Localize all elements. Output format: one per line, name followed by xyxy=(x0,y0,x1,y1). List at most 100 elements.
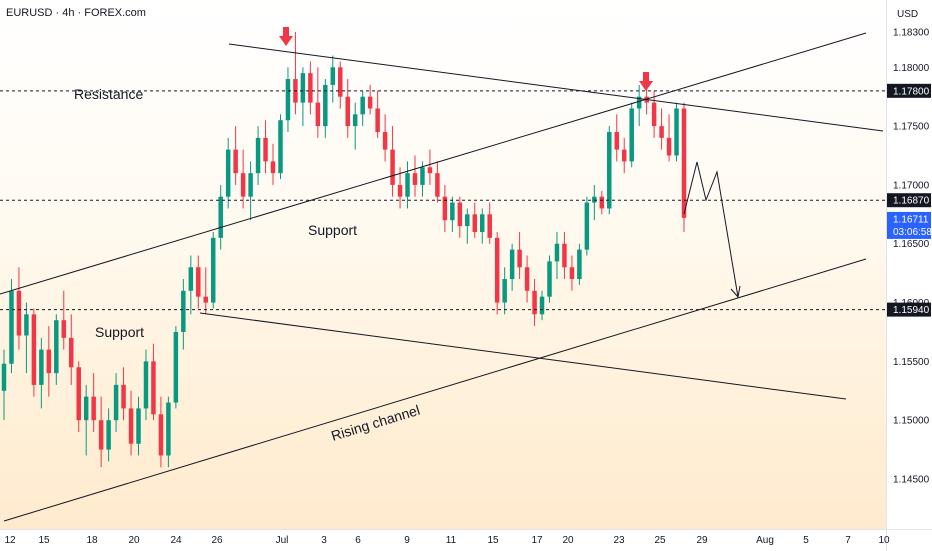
candle-body xyxy=(435,173,440,197)
candle xyxy=(659,108,664,150)
y-tick-label: 1.18000 xyxy=(893,63,930,74)
candle xyxy=(562,231,567,280)
candle xyxy=(532,279,537,327)
candle-body xyxy=(330,67,336,85)
resistance-label: Resistance xyxy=(74,86,143,102)
time-axis[interactable] xyxy=(0,529,886,551)
candle-body xyxy=(494,237,500,303)
x-tick-label: 20 xyxy=(128,535,140,546)
candle xyxy=(614,114,619,162)
candle xyxy=(509,243,515,291)
candle-body xyxy=(621,149,627,162)
candle xyxy=(666,114,672,162)
candle xyxy=(338,61,343,109)
candle-body xyxy=(263,137,268,162)
candle-body xyxy=(547,261,552,297)
candle xyxy=(91,373,96,432)
candle-body xyxy=(584,202,590,250)
candle xyxy=(420,161,425,197)
candle xyxy=(435,161,440,203)
candle-body xyxy=(113,384,119,421)
candle-body xyxy=(225,149,231,197)
candle xyxy=(143,349,149,421)
candle xyxy=(188,255,194,315)
candle-body xyxy=(681,108,687,218)
candle xyxy=(547,255,552,303)
candle-body xyxy=(629,108,634,162)
candle xyxy=(584,196,590,256)
candle xyxy=(592,184,597,221)
candle-body xyxy=(315,102,321,127)
candle-body xyxy=(517,249,522,268)
candle-body xyxy=(487,214,492,238)
candle xyxy=(599,190,605,215)
candle-body xyxy=(480,214,485,232)
candle-body xyxy=(338,67,343,97)
candle-body xyxy=(158,414,164,456)
price-level-label: 1.15940 xyxy=(893,305,930,316)
candle-body xyxy=(360,96,365,115)
rising-channel-upper-line xyxy=(0,32,867,295)
price-level-badge xyxy=(887,193,931,208)
candle xyxy=(412,155,418,197)
y-tick-label: 1.18300 xyxy=(893,28,930,39)
y-tick-label: 1.17500 xyxy=(893,122,930,133)
candle-body xyxy=(405,173,410,197)
candle xyxy=(121,367,126,421)
candle xyxy=(308,61,313,115)
x-tick-label: 29 xyxy=(696,535,708,546)
candle xyxy=(450,196,455,232)
candle xyxy=(607,126,612,215)
candle-body xyxy=(599,196,605,209)
candle-body xyxy=(390,149,395,185)
candle xyxy=(569,255,575,291)
candle xyxy=(54,314,59,385)
candle-body xyxy=(308,73,313,103)
candle-body xyxy=(248,173,253,197)
candle-body xyxy=(352,114,358,127)
candle-body xyxy=(233,149,238,174)
support-label: Support xyxy=(308,222,357,238)
candle-body xyxy=(323,84,328,127)
price-level-badge xyxy=(887,83,931,98)
candle-body xyxy=(210,237,216,303)
candle-body xyxy=(278,120,283,174)
axis-corner xyxy=(886,529,932,551)
candle xyxy=(674,102,679,162)
support-label: Support xyxy=(95,324,144,340)
candle-body xyxy=(31,314,37,385)
x-tick-label: 10 xyxy=(878,535,890,546)
candle xyxy=(427,149,433,185)
candle xyxy=(651,90,657,138)
candle-body xyxy=(54,320,59,374)
currency-label: USD xyxy=(897,9,919,20)
candle xyxy=(263,120,268,174)
candle xyxy=(629,102,634,168)
candle xyxy=(278,114,283,180)
candle xyxy=(181,279,186,350)
x-tick-label: 18 xyxy=(86,535,98,546)
candle-body xyxy=(1,363,7,391)
x-tick-label: Jul xyxy=(276,535,289,546)
candle-body xyxy=(16,290,22,336)
candle-body xyxy=(76,367,81,421)
candle xyxy=(166,396,171,468)
candle xyxy=(382,114,388,162)
candle xyxy=(240,149,246,209)
candle-body xyxy=(181,290,186,332)
x-tick-label: 26 xyxy=(211,535,223,546)
candle xyxy=(300,67,306,127)
candle xyxy=(173,326,179,409)
candle xyxy=(151,343,156,421)
candle-body xyxy=(427,167,433,174)
y-tick-label: 1.17000 xyxy=(893,180,930,191)
candle xyxy=(233,126,238,185)
candle-body xyxy=(532,290,537,315)
candle xyxy=(577,243,582,285)
x-tick-label: 23 xyxy=(613,535,625,546)
candle-body xyxy=(412,173,418,185)
candle xyxy=(390,126,395,197)
projection-arrowhead xyxy=(730,285,741,299)
